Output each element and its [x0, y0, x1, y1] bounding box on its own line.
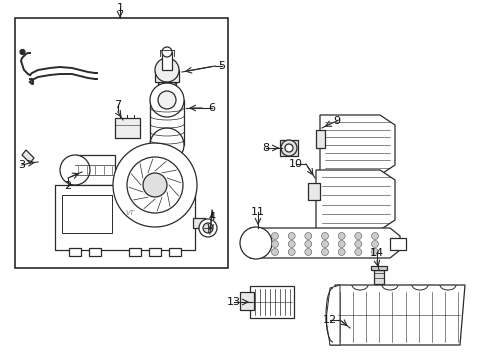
Polygon shape — [280, 140, 297, 156]
Circle shape — [354, 240, 361, 248]
Circle shape — [127, 157, 183, 213]
Text: 2: 2 — [64, 181, 71, 191]
Polygon shape — [169, 248, 181, 256]
Polygon shape — [319, 115, 394, 175]
Polygon shape — [249, 228, 399, 258]
Circle shape — [287, 248, 295, 256]
Polygon shape — [249, 286, 293, 318]
Text: 11: 11 — [250, 207, 264, 217]
Circle shape — [371, 233, 378, 239]
Circle shape — [287, 233, 295, 239]
Text: 7: 7 — [114, 100, 122, 110]
Circle shape — [354, 233, 361, 239]
Polygon shape — [75, 155, 115, 185]
Circle shape — [240, 227, 271, 259]
Circle shape — [271, 240, 278, 248]
Text: VT: VT — [125, 210, 134, 216]
Text: 3: 3 — [19, 160, 25, 170]
Circle shape — [321, 240, 328, 248]
Polygon shape — [370, 266, 386, 270]
Circle shape — [281, 140, 296, 156]
Circle shape — [371, 240, 378, 248]
Circle shape — [321, 233, 328, 239]
Polygon shape — [389, 238, 405, 250]
Polygon shape — [240, 292, 253, 310]
Polygon shape — [325, 285, 339, 345]
Polygon shape — [373, 270, 383, 284]
Polygon shape — [150, 100, 183, 145]
Polygon shape — [158, 80, 176, 95]
Circle shape — [271, 233, 278, 239]
Circle shape — [287, 240, 295, 248]
Text: 12: 12 — [322, 315, 336, 325]
Text: 4: 4 — [208, 212, 215, 222]
Bar — [62, 195, 112, 233]
Polygon shape — [55, 185, 195, 250]
Text: 14: 14 — [369, 248, 383, 258]
Circle shape — [199, 219, 217, 237]
Circle shape — [150, 83, 183, 117]
Circle shape — [203, 223, 213, 233]
Text: 6: 6 — [208, 103, 215, 113]
Circle shape — [158, 91, 176, 109]
Text: 9: 9 — [333, 116, 340, 126]
Circle shape — [304, 240, 311, 248]
Polygon shape — [69, 248, 81, 256]
Polygon shape — [315, 170, 394, 230]
Circle shape — [158, 86, 176, 104]
Polygon shape — [307, 183, 319, 200]
Bar — [15, 18, 227, 268]
Polygon shape — [22, 150, 34, 163]
Circle shape — [304, 233, 311, 239]
Circle shape — [113, 143, 197, 227]
Circle shape — [304, 248, 311, 256]
Polygon shape — [193, 218, 204, 228]
Polygon shape — [149, 248, 161, 256]
Circle shape — [162, 47, 172, 57]
Polygon shape — [155, 70, 179, 82]
Text: 8: 8 — [262, 143, 269, 153]
Circle shape — [142, 173, 167, 197]
Polygon shape — [315, 130, 325, 148]
Circle shape — [60, 155, 90, 185]
Polygon shape — [329, 285, 464, 345]
Circle shape — [158, 71, 176, 89]
Circle shape — [155, 58, 179, 82]
Circle shape — [271, 248, 278, 256]
Polygon shape — [115, 118, 140, 138]
Circle shape — [338, 248, 345, 256]
Circle shape — [338, 233, 345, 239]
Circle shape — [371, 248, 378, 256]
Circle shape — [285, 144, 292, 152]
Circle shape — [354, 248, 361, 256]
Polygon shape — [162, 52, 172, 70]
Polygon shape — [89, 248, 101, 256]
Text: 10: 10 — [288, 159, 303, 169]
Polygon shape — [129, 248, 141, 256]
Circle shape — [20, 49, 25, 54]
Circle shape — [321, 248, 328, 256]
Circle shape — [338, 240, 345, 248]
Circle shape — [150, 128, 183, 162]
Text: 13: 13 — [226, 297, 241, 307]
Text: 1: 1 — [116, 3, 123, 13]
Text: 5: 5 — [218, 61, 225, 71]
